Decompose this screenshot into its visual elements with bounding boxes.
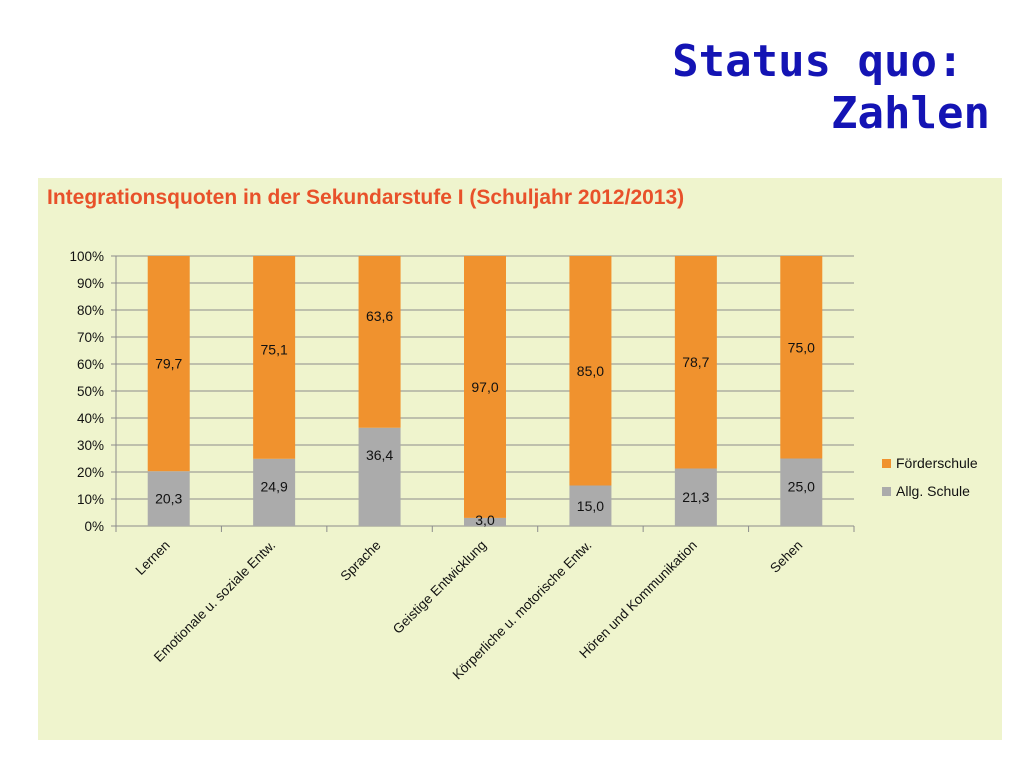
y-tick-label: 10%: [77, 492, 104, 507]
data-label-foerderschule: 97,0: [471, 379, 498, 395]
x-category-label: Sprache: [338, 538, 384, 584]
slide-title: Status quo: Zahlen: [672, 36, 990, 140]
bar-foerderschule: [569, 256, 612, 486]
bar-allg-schule: [253, 458, 296, 526]
slide-title-line-2: Zahlen: [831, 88, 990, 139]
data-label-foerderschule: 75,1: [261, 341, 288, 357]
data-label-allg-schule: 25,0: [788, 478, 815, 494]
bar-foerderschule: [674, 256, 717, 469]
x-category-label: Emotionale u. soziale Entw.: [151, 538, 278, 665]
bar-foerderschule: [464, 256, 506, 518]
x-category-label: Lernen: [132, 538, 172, 578]
x-category-label: Sehen: [767, 538, 805, 576]
y-tick-label: 100%: [69, 249, 104, 264]
legend-allg-schule-swatch: [882, 487, 891, 496]
y-tick-label: 40%: [77, 411, 104, 426]
x-category-label: Geistige Entwicklung: [390, 538, 489, 637]
y-tick-label: 50%: [77, 384, 104, 399]
bar-allg-schule: [780, 458, 823, 526]
y-tick-label: 0%: [84, 519, 104, 534]
data-label-foerderschule: 75,0: [788, 339, 815, 355]
chart-title: Integrationsquoten in der Sekundarstufe …: [47, 186, 685, 209]
y-tick-label: 70%: [77, 330, 104, 345]
data-label-foerderschule: 79,7: [155, 356, 182, 372]
legend-foerderschule-swatch: [882, 459, 891, 468]
data-label-allg-schule: 15,0: [577, 498, 604, 514]
chart-panel: Integrationsquoten in der Sekundarstufe …: [38, 178, 1002, 740]
data-label-allg-schule: 36,4: [366, 447, 393, 463]
bar-foerderschule: [358, 256, 401, 428]
data-label-allg-schule: 21,3: [682, 489, 709, 505]
legend-foerderschule-label: Förderschule: [896, 455, 978, 471]
slide-title-line-1: Status quo:: [672, 36, 990, 87]
bar-allg-schule: [358, 427, 401, 526]
data-label-allg-schule: 24,9: [261, 478, 288, 494]
data-label-foerderschule: 78,7: [682, 354, 709, 370]
x-category-label: Hören und Kommunikation: [576, 538, 700, 662]
bar-foerderschule: [253, 256, 296, 459]
bar-allg-schule: [464, 517, 506, 526]
data-label-foerderschule: 85,0: [577, 363, 604, 379]
y-tick-label: 80%: [77, 303, 104, 318]
bar-allg-schule: [147, 471, 190, 526]
data-label-foerderschule: 63,6: [366, 308, 393, 324]
legend-allg-schule-label: Allg. Schule: [896, 483, 970, 499]
y-tick-label: 60%: [77, 357, 104, 372]
bar-allg-schule: [674, 468, 717, 526]
bar-foerderschule: [780, 256, 823, 459]
data-label-allg-schule: 20,3: [155, 491, 182, 507]
bar-foerderschule: [147, 256, 190, 472]
y-tick-label: 90%: [77, 276, 104, 291]
y-tick-label: 30%: [77, 438, 104, 453]
data-label-allg-schule: 3,0: [475, 512, 495, 528]
y-tick-label: 20%: [77, 465, 104, 480]
stacked-bar-chart: 0% 10% 20% 30% 40% 50% 60% 70% 80% 90% 100% 20,3 79,…: [69, 249, 978, 682]
bar-allg-schule: [569, 485, 612, 526]
